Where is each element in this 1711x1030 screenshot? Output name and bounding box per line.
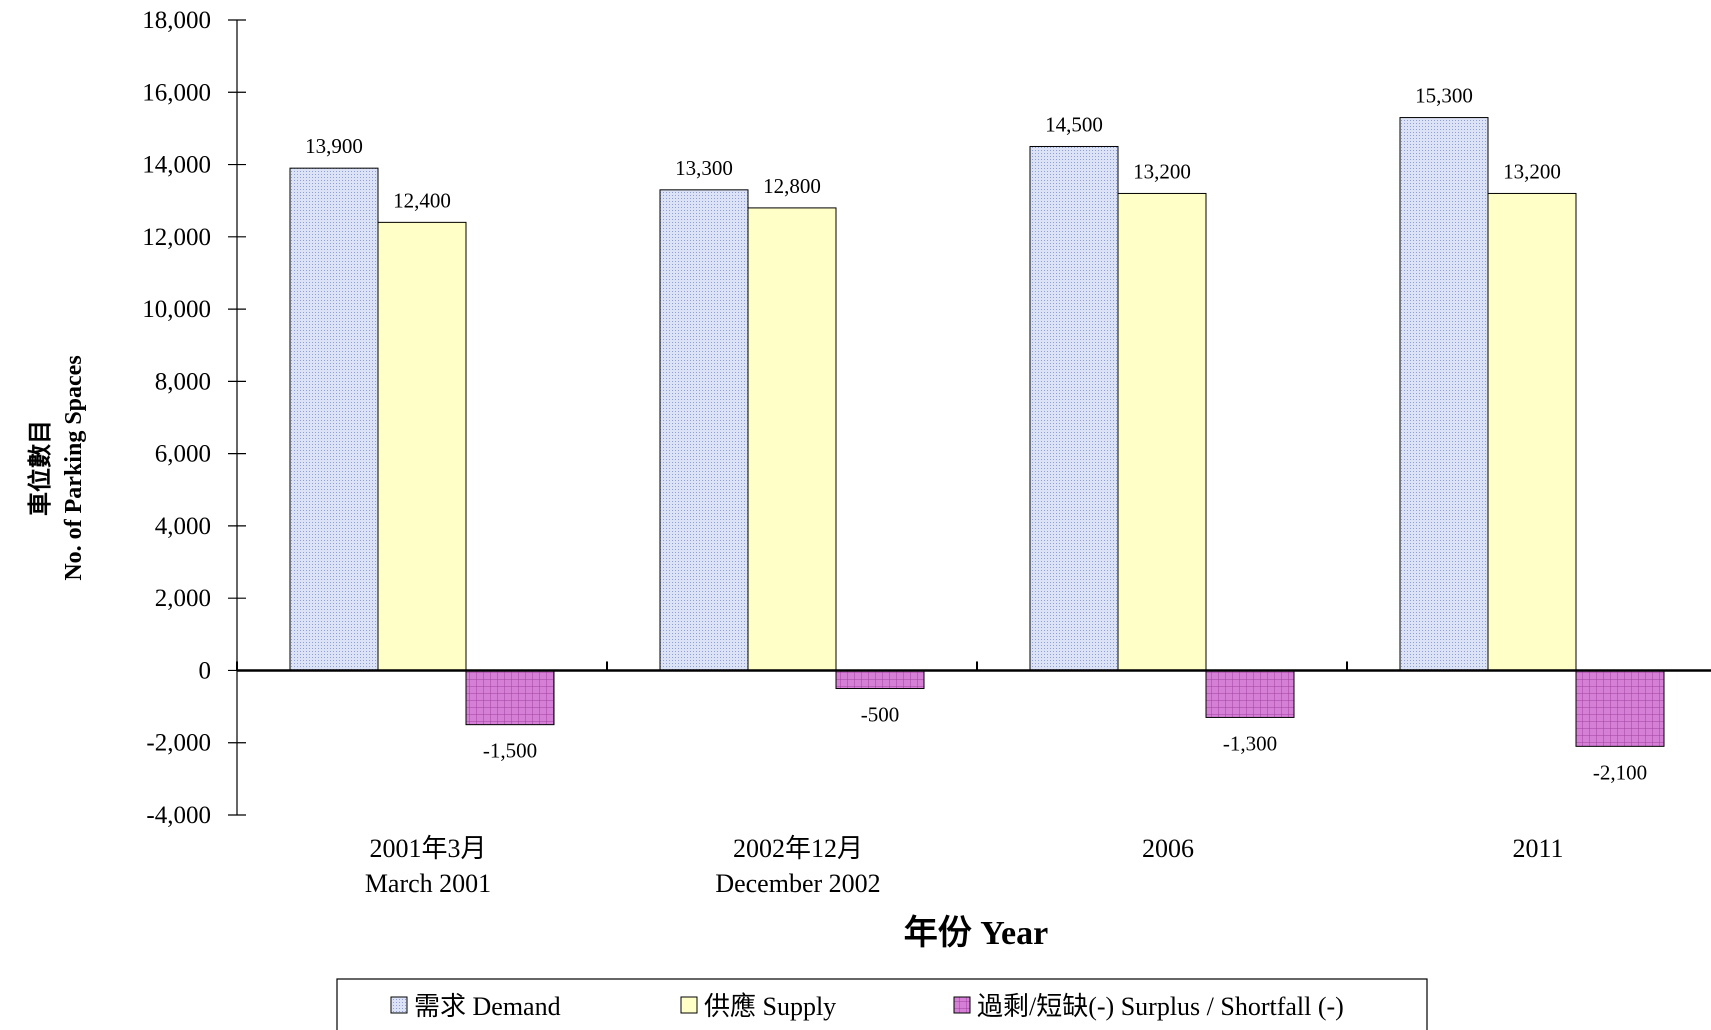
y-tick-label: 16,000 [142, 79, 211, 106]
data-label-demand: 13,900 [305, 134, 363, 158]
legend-label-surplus-shortfall: 過剩/短缺(-) Surplus / Shortfall (-) [977, 992, 1344, 1021]
x-tick-label: 2006 [1142, 834, 1194, 863]
data-label-surplus-shortfall: -2,100 [1593, 760, 1647, 784]
data-labels: 13,900 12,400 -1,500 13,300 12,800 -500 14,500… [305, 84, 1647, 785]
data-label-supply: 13,200 [1503, 159, 1561, 183]
y-tick-label: 18,000 [142, 7, 211, 34]
data-label-supply: 12,400 [393, 188, 451, 212]
bar-demand [289, 167, 379, 671]
y-tick-label: 0 [199, 657, 212, 684]
legend-swatch-surplus-shortfall [953, 996, 971, 1014]
x-tick-sublabel: March 2001 [365, 869, 491, 898]
y-tick-label: 12,000 [142, 224, 211, 251]
x-tick-label: 2011 [1512, 834, 1563, 863]
data-label-demand: 13,300 [675, 156, 733, 180]
y-tick-label: 4,000 [155, 513, 211, 540]
bar-surplus-shortfall [1205, 669, 1295, 718]
x-tick-label: 2001年3月 [369, 834, 486, 863]
data-label-demand: 15,300 [1415, 84, 1473, 108]
data-label-supply: 12,800 [763, 174, 821, 198]
bar-surplus-shortfall [1575, 669, 1665, 747]
legend-box [336, 978, 1428, 1030]
x-tick-label: 2002年12月 [733, 834, 863, 863]
y-axis-title: 車位數目 No. of Parking Spaces [26, 355, 87, 580]
data-label-surplus-shortfall: -500 [861, 703, 900, 727]
y-tick-label: 2,000 [155, 585, 211, 612]
y-tick-label: -4,000 [146, 802, 211, 829]
bar-supply [747, 207, 837, 671]
y-tick-label: -2,000 [146, 730, 211, 757]
y-tick-label: 10,000 [142, 296, 211, 323]
data-label-surplus-shortfall: -1,300 [1223, 731, 1277, 755]
bar-demand [659, 189, 749, 671]
y-axis-title-en: No. of Parking Spaces [61, 355, 87, 580]
bar-supply [377, 221, 467, 671]
x-axis-title: 年份 Year [904, 914, 1048, 952]
legend-label-demand: 需求 Demand [414, 992, 561, 1021]
bar-demand [1399, 117, 1489, 671]
y-tick-label: 8,000 [155, 368, 211, 395]
x-tick-sublabel: December 2002 [715, 869, 880, 898]
bar-demand [1029, 145, 1119, 671]
data-label-surplus-shortfall: -1,500 [483, 739, 537, 763]
y-tick-label: 6,000 [155, 441, 211, 468]
bar-supply [1487, 192, 1577, 671]
data-label-demand: 14,500 [1045, 112, 1103, 136]
bar-surplus-shortfall [465, 669, 555, 726]
legend-swatch-demand [390, 996, 408, 1014]
bar-surplus-shortfall [835, 669, 925, 690]
bar-supply [1117, 192, 1207, 671]
data-label-supply: 13,200 [1133, 159, 1191, 183]
bars [289, 117, 1665, 747]
y-tick-label: 14,000 [142, 152, 211, 179]
y-axis: 18,000 16,000 14,000 12,000 10,000 8,000 6,000… [142, 7, 246, 829]
legend-swatch-supply [680, 996, 698, 1014]
legend: 需求 Demand 供應 Supply 過剩/短缺(-) Surplus / S… [336, 978, 1428, 1030]
y-axis-title-zh: 車位數目 [26, 420, 54, 516]
legend-label-supply: 供應 Supply [704, 992, 836, 1021]
x-axis: 2001年3月 March 2001 2002年12月 December 2002 20… [236, 661, 1711, 898]
